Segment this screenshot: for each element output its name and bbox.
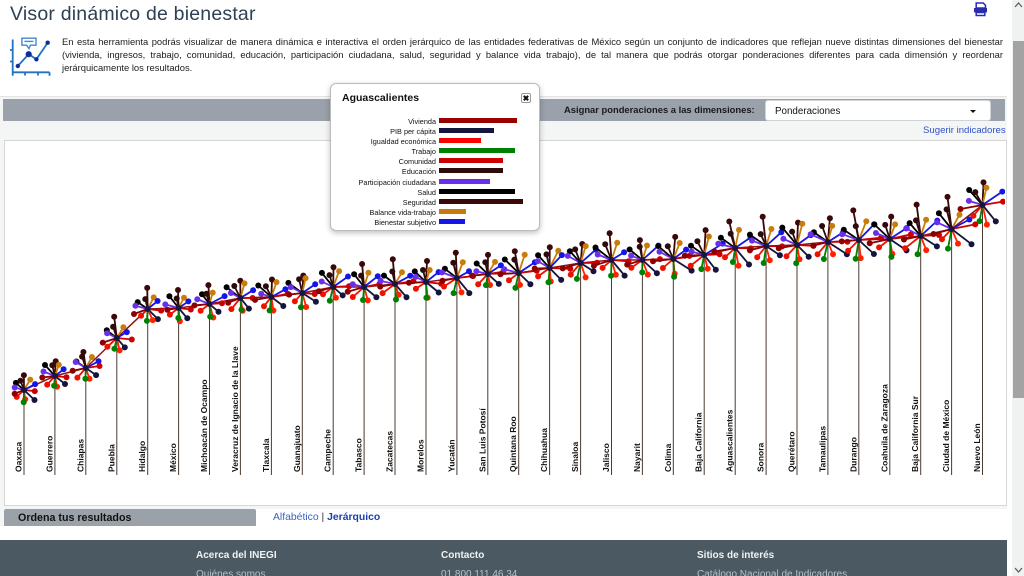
svg-text:Michoacán de Ocampo: Michoacán de Ocampo — [199, 379, 209, 472]
svg-text:Guanajuato: Guanajuato — [292, 425, 302, 472]
svg-text:Colima: Colima — [663, 443, 673, 472]
svg-text:Hidalgo: Hidalgo — [137, 441, 147, 472]
svg-text:Sinaloa: Sinaloa — [570, 441, 580, 472]
svg-text:Baja California Sur: Baja California Sur — [910, 395, 920, 472]
svg-text:Morelos: Morelos — [416, 439, 426, 472]
svg-text:Querétaro: Querétaro — [787, 431, 797, 472]
svg-text:San Luis Potosí: San Luis Potosí — [477, 408, 487, 472]
svg-text:Aguascalientes: Aguascalientes — [725, 409, 735, 472]
svg-text:Tabasco: Tabasco — [354, 438, 364, 472]
svg-text:Baja California: Baja California — [694, 412, 704, 472]
svg-text:Puebla: Puebla — [106, 444, 116, 472]
svg-text:Chihuahua: Chihuahua — [539, 428, 549, 472]
svg-text:Nuevo León: Nuevo León — [972, 423, 982, 472]
svg-text:Sonora: Sonora — [756, 442, 766, 472]
svg-text:Guerrero: Guerrero — [44, 436, 54, 472]
svg-text:Chiapas: Chiapas — [75, 439, 85, 472]
svg-text:Yucatán: Yucatán — [446, 439, 456, 472]
svg-text:Tlaxcala: Tlaxcala — [261, 438, 271, 472]
svg-text:Coahuila de Zaragoza: Coahuila de Zaragoza — [879, 384, 889, 472]
svg-text:Campeche: Campeche — [323, 429, 333, 472]
svg-text:Ciudad de México: Ciudad de México — [941, 400, 951, 472]
svg-text:Zacatecas: Zacatecas — [385, 431, 395, 472]
svg-text:Tamaulipas: Tamaulipas — [817, 426, 827, 472]
svg-text:Durango: Durango — [848, 437, 858, 472]
svg-text:Oaxaca: Oaxaca — [14, 441, 24, 472]
svg-text:México: México — [168, 443, 178, 472]
svg-text:Quintana Roo: Quintana Roo — [508, 416, 518, 472]
svg-text:Jalisco: Jalisco — [601, 443, 611, 472]
svg-text:Veracruz de Ignacio de la Llav: Veracruz de Ignacio de la Llave — [230, 346, 240, 472]
svg-text:Nayarit: Nayarit — [632, 443, 642, 472]
